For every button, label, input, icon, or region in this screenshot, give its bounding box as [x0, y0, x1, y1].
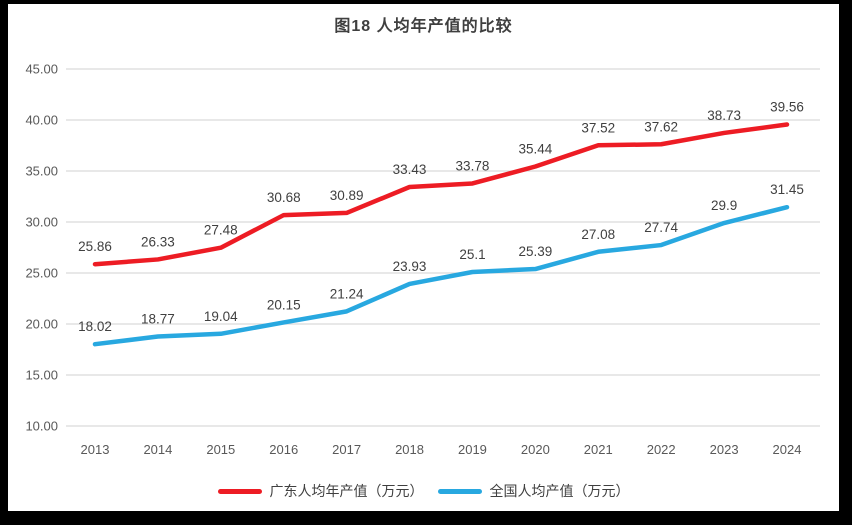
data-label-1: 29.9 — [711, 198, 737, 213]
data-label-0: 37.62 — [644, 119, 678, 134]
x-tick-label: 2021 — [584, 442, 613, 457]
data-label-0: 26.33 — [141, 234, 175, 249]
x-tick-label: 2016 — [269, 442, 298, 457]
legend-marker-guangdong — [217, 488, 262, 494]
x-tick-label: 2013 — [81, 442, 110, 457]
series-line-0 — [92, 122, 790, 267]
data-label-0: 30.68 — [267, 190, 301, 205]
x-tick-label: 2022 — [647, 442, 676, 457]
data-label-0: 39.56 — [770, 99, 804, 114]
legend: 广东人均年产值（万元） 全国人均产值（万元） — [8, 481, 839, 501]
data-label-1: 23.93 — [393, 259, 427, 274]
legend-label-guangdong: 广东人均年产值（万元） — [269, 483, 424, 499]
data-label-1: 20.15 — [267, 297, 301, 312]
data-label-0: 25.86 — [78, 239, 112, 254]
data-label-0: 37.52 — [581, 120, 615, 135]
data-label-1: 18.02 — [78, 319, 112, 334]
series-line-1 — [92, 204, 790, 347]
data-label-0: 35.44 — [518, 142, 552, 157]
data-label-1: 25.39 — [518, 244, 552, 259]
x-tick-label: 2024 — [773, 442, 802, 457]
data-label-0: 33.78 — [456, 158, 490, 173]
y-tick-label: 25.00 — [25, 266, 58, 281]
x-tick-label: 2023 — [710, 442, 739, 457]
data-label-0: 38.73 — [707, 108, 741, 123]
legend-label-national: 全国人均产值（万元） — [489, 483, 630, 499]
x-tick-label: 2019 — [458, 442, 487, 457]
data-label-1: 18.77 — [141, 312, 175, 327]
y-tick-label: 15.00 — [25, 368, 58, 383]
y-tick-label: 35.00 — [25, 164, 58, 179]
y-tick-label: 45.00 — [25, 62, 58, 77]
legend-marker-national — [437, 488, 482, 494]
data-label-1: 27.08 — [581, 227, 615, 242]
data-label-0: 33.43 — [393, 162, 427, 177]
data-label-1: 25.1 — [459, 247, 485, 262]
data-label-0: 30.89 — [330, 188, 364, 203]
legend-item-guangdong: 广东人均年产值（万元） — [217, 481, 424, 501]
data-label-1: 19.04 — [204, 309, 238, 324]
y-tick-label: 10.00 — [25, 419, 58, 434]
y-tick-label: 20.00 — [25, 317, 58, 332]
x-tick-label: 2020 — [521, 442, 550, 457]
chart-title: 图18 人均年产值的比较 — [334, 18, 513, 35]
y-tick-label: 40.00 — [25, 113, 58, 128]
y-tick-label: 30.00 — [25, 215, 58, 230]
data-label-1: 31.45 — [770, 182, 804, 197]
legend-item-national: 全国人均产值（万元） — [437, 481, 630, 501]
x-tick-label: 2014 — [143, 442, 172, 457]
x-tick-label: 2015 — [206, 442, 235, 457]
data-label-0: 27.48 — [204, 223, 238, 238]
line-chart: 10.00 15.00 20.00 25.00 30.00 35.00 40.00 45.00… — [25, 62, 820, 457]
data-label-1: 21.24 — [330, 286, 364, 301]
x-tick-label: 2018 — [395, 442, 424, 457]
data-label-1: 27.74 — [644, 220, 678, 235]
x-tick-label: 2017 — [332, 442, 361, 457]
